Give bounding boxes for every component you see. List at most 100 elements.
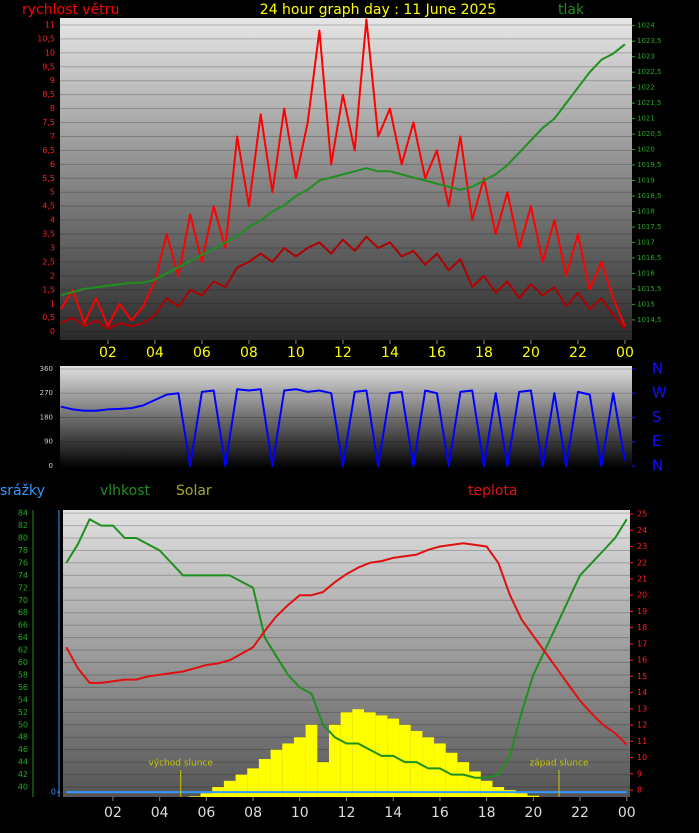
y2-tick-label: 18 — [637, 623, 647, 632]
y-tick-label: 54 — [18, 695, 28, 704]
y2-tick-label: 16 — [637, 656, 647, 665]
y3-tick-label: 0 — [51, 788, 56, 797]
x-tick-label: 12 — [338, 805, 356, 821]
chart-title: 24 hour graph day : 11 June 2025 — [260, 2, 496, 18]
legend-label: rychlost větru — [22, 2, 119, 18]
y-tick-label: 80 — [18, 534, 28, 543]
y-tick-label: 58 — [18, 670, 28, 679]
y-tick-label: 68 — [18, 608, 28, 617]
y-tick-label: 66 — [18, 621, 28, 630]
x-tick-label: 08 — [240, 345, 258, 361]
y-tick-label: 64 — [18, 633, 28, 642]
y2-tick-label: 20 — [637, 591, 647, 600]
y2-tick-label: 17 — [637, 639, 647, 648]
y2-tick-label: 1020 — [637, 146, 655, 154]
x-tick-label: 18 — [475, 345, 493, 361]
y-tick-label: 8,5 — [42, 90, 55, 99]
y-tick-label: 72 — [18, 583, 28, 592]
y2-tick-label: W — [652, 384, 667, 402]
x-tick-label: 16 — [428, 345, 446, 361]
y2-tick-label: 1016 — [637, 269, 655, 277]
y2-tick-label: 14 — [637, 688, 647, 697]
y-tick-label: 270 — [40, 389, 53, 397]
y2-tick-label: 1022,5 — [637, 68, 662, 76]
x-tick-label: 22 — [569, 345, 587, 361]
y-tick-label: 8 — [50, 104, 55, 113]
solar-bar — [399, 724, 411, 797]
y-tick-label: 4,5 — [42, 202, 55, 211]
y-tick-label: 90 — [44, 438, 53, 446]
y2-tick-label: 13 — [637, 704, 647, 713]
y-tick-label: 7,5 — [42, 118, 55, 127]
x-tick-label: 06 — [193, 345, 211, 361]
y-tick-label: 9,5 — [42, 62, 55, 71]
solar-bar — [340, 712, 353, 797]
y2-tick-label: 1023,5 — [637, 37, 662, 45]
solar-bar — [515, 793, 528, 797]
x-tick-label: 22 — [571, 805, 589, 821]
y2-tick-label: 1023 — [637, 53, 655, 61]
y-tick-label: 2,5 — [42, 257, 55, 266]
y2-tick-label: 19 — [637, 607, 647, 616]
legend-label: tlak — [558, 2, 585, 18]
y-tick-label: 10 — [45, 48, 55, 57]
y-tick-label: 48 — [18, 733, 28, 742]
y2-tick-label: 12 — [637, 721, 647, 730]
y-tick-label: 3,5 — [42, 230, 55, 239]
y-tick-label: 44 — [18, 758, 28, 767]
legend-label: srážky — [0, 483, 45, 499]
y2-tick-label: 1016,5 — [637, 254, 662, 262]
y2-tick-label: 1014,5 — [637, 316, 662, 324]
solar-bar — [258, 759, 271, 797]
legend-label: vlhkost — [100, 483, 151, 499]
solar-bar — [328, 724, 341, 797]
x-tick-label: 04 — [151, 805, 169, 821]
solar-bar — [387, 718, 400, 797]
y2-tick-label: 1021,5 — [637, 99, 662, 107]
y-tick-label: 46 — [18, 745, 28, 754]
y2-tick-label: 1021 — [637, 115, 655, 123]
plot-background — [60, 18, 632, 340]
y-tick-label: 60 — [18, 658, 28, 667]
y-tick-label: 3 — [50, 244, 55, 253]
x-tick-label: 14 — [381, 345, 399, 361]
y-tick-label: 56 — [18, 683, 28, 692]
y2-tick-label: 1017,5 — [637, 223, 662, 231]
y-tick-label: 84 — [18, 509, 28, 518]
y2-tick-label: 23 — [637, 542, 647, 551]
y-tick-label: 0 — [50, 327, 55, 336]
y2-tick-label: N — [652, 457, 663, 475]
y2-tick-label: 1020,5 — [637, 130, 662, 138]
y-tick-label: 74 — [18, 571, 28, 580]
y2-tick-label: E — [652, 432, 661, 450]
solar-bar — [352, 709, 365, 797]
y-tick-label: 1,5 — [42, 285, 55, 294]
y-tick-label: 52 — [18, 708, 28, 717]
solar-bar — [270, 749, 283, 797]
y-tick-label: 42 — [18, 770, 28, 779]
y-tick-label: 40 — [18, 783, 28, 792]
y-tick-label: 2 — [50, 271, 55, 280]
x-tick-label: 00 — [616, 345, 634, 361]
x-tick-label: 02 — [104, 805, 122, 821]
y2-tick-label: 21 — [637, 574, 647, 583]
y-tick-label: 4 — [50, 216, 55, 225]
x-tick-label: 16 — [431, 805, 449, 821]
solar-bar — [422, 737, 435, 797]
solar-bar — [200, 793, 213, 797]
y2-tick-label: 22 — [637, 558, 647, 567]
y-tick-label: 0 — [49, 462, 53, 470]
legend-label: teplota — [468, 483, 518, 499]
x-tick-label: 12 — [334, 345, 352, 361]
y-tick-label: 7 — [50, 132, 55, 141]
y2-tick-label: 1018,5 — [637, 192, 662, 200]
series-line — [60, 388, 626, 467]
solar-bar — [504, 790, 516, 797]
solar-bar — [457, 762, 470, 797]
series-line — [60, 18, 626, 328]
x-tick-label: 20 — [524, 805, 542, 821]
y2-tick-label: 1019,5 — [637, 161, 662, 169]
solar-bar — [364, 712, 376, 797]
